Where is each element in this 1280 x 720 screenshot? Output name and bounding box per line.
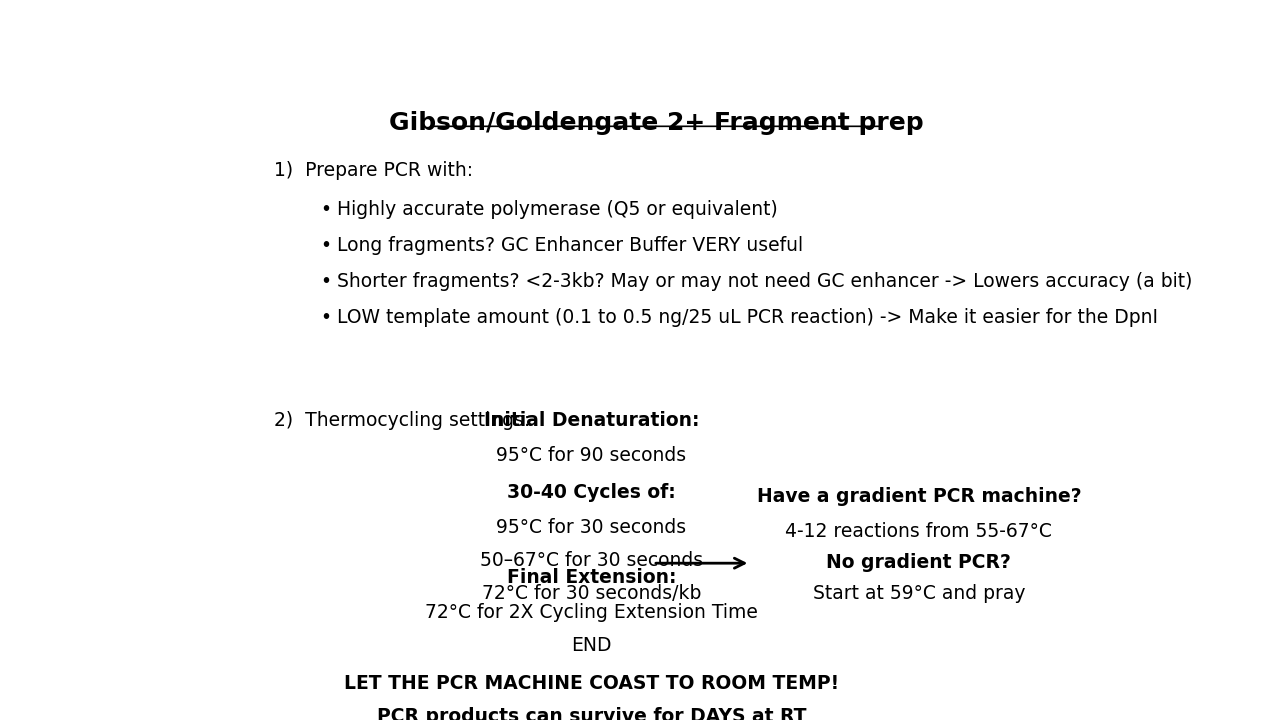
Text: Initial Denaturation:: Initial Denaturation: — [484, 410, 699, 430]
Text: •: • — [321, 308, 332, 327]
Text: LET THE PCR MACHINE COAST TO ROOM TEMP!: LET THE PCR MACHINE COAST TO ROOM TEMP! — [344, 673, 840, 693]
Text: No gradient PCR?: No gradient PCR? — [827, 553, 1011, 572]
Text: •: • — [321, 200, 332, 219]
Text: Highly accurate polymerase (Q5 or equivalent): Highly accurate polymerase (Q5 or equiva… — [337, 200, 777, 219]
Text: 72°C for 30 seconds/kb: 72°C for 30 seconds/kb — [481, 584, 701, 603]
Text: Start at 59°C and pray: Start at 59°C and pray — [813, 584, 1025, 603]
Text: PCR products can survive for DAYS at RT: PCR products can survive for DAYS at RT — [376, 707, 806, 720]
Text: Have a gradient PCR machine?: Have a gradient PCR machine? — [756, 487, 1082, 506]
Text: Shorter fragments? <2-3kb? May or may not need GC enhancer -> Lowers accuracy (a: Shorter fragments? <2-3kb? May or may no… — [337, 272, 1192, 291]
Text: 50–67°C for 30 seconds: 50–67°C for 30 seconds — [480, 551, 703, 570]
Text: •: • — [321, 236, 332, 255]
Text: LOW template amount (0.1 to 0.5 ng/25 uL PCR reaction) -> Make it easier for the: LOW template amount (0.1 to 0.5 ng/25 uL… — [337, 308, 1157, 327]
Text: •: • — [321, 272, 332, 291]
Text: 4-12 reactions from 55-67°C: 4-12 reactions from 55-67°C — [786, 522, 1052, 541]
Text: 30-40 Cycles of:: 30-40 Cycles of: — [507, 483, 676, 502]
Text: 95°C for 90 seconds: 95°C for 90 seconds — [497, 446, 686, 464]
Text: 1)  Prepare PCR with:: 1) Prepare PCR with: — [274, 161, 474, 180]
Text: 95°C for 30 seconds: 95°C for 30 seconds — [497, 518, 686, 536]
Text: Long fragments? GC Enhancer Buffer VERY useful: Long fragments? GC Enhancer Buffer VERY … — [337, 236, 803, 255]
Text: END: END — [571, 636, 612, 654]
Text: 72°C for 2X Cycling Extension Time: 72°C for 2X Cycling Extension Time — [425, 603, 758, 621]
Text: Final Extension:: Final Extension: — [507, 567, 676, 587]
Text: 2)  Thermocycling settings:: 2) Thermocycling settings: — [274, 410, 530, 430]
Text: Gibson/Goldengate 2+ Fragment prep: Gibson/Goldengate 2+ Fragment prep — [389, 112, 923, 135]
